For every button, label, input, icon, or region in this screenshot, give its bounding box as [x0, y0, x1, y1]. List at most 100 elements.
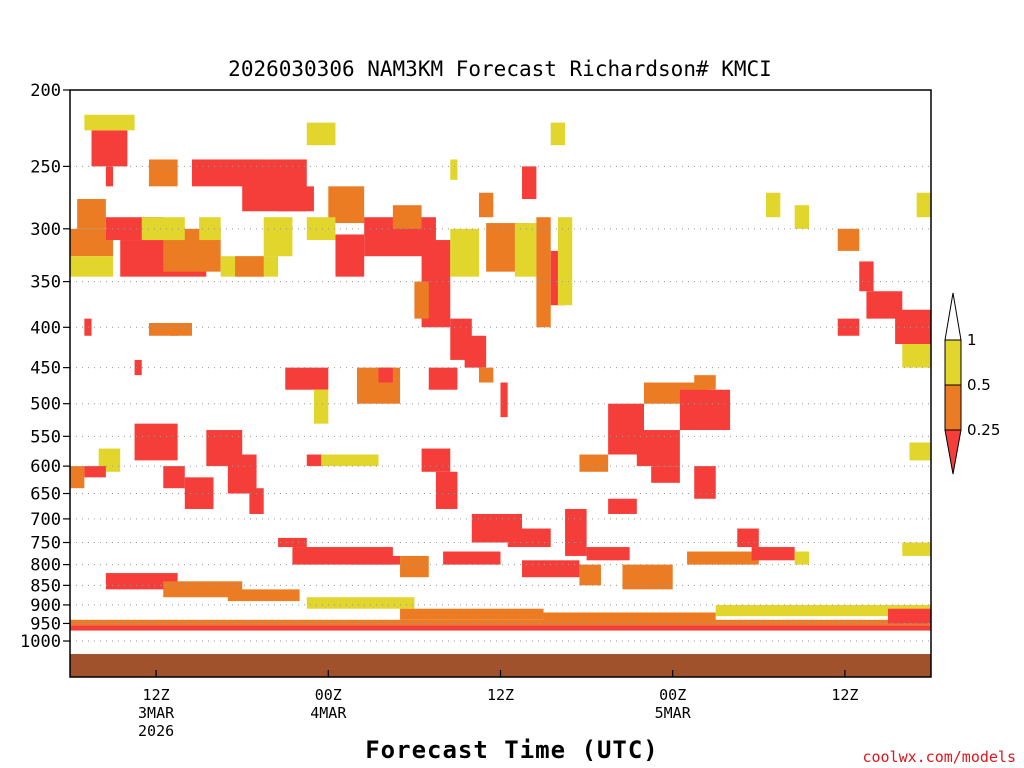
heatmap-cell	[679, 389, 731, 431]
heatmap-cell	[514, 223, 537, 277]
heatmap-cell	[70, 619, 931, 626]
heatmap-cell	[636, 430, 680, 467]
heatmap-cell	[278, 186, 314, 212]
heatmap-cell	[306, 597, 415, 609]
heatmap-cell	[414, 281, 429, 319]
heatmap-cell	[694, 466, 716, 499]
heatmap-cell	[557, 217, 573, 306]
x-tick-label: 12Z	[487, 686, 514, 704]
y-tick-label: 400	[30, 318, 61, 338]
heatmap-cell	[794, 205, 810, 229]
heatmap-cell	[909, 442, 931, 461]
heatmap-cell	[737, 528, 759, 548]
y-tick-label: 750	[30, 534, 61, 554]
heatmap-cells	[70, 114, 931, 631]
heatmap-cell	[98, 448, 121, 472]
heatmap-cell	[134, 423, 178, 461]
colorbar-label-0.25: 0.25	[967, 421, 1000, 439]
heatmap-cell	[536, 217, 551, 328]
y-tick-label: 550	[30, 427, 61, 447]
y-tick-label: 850	[30, 576, 61, 596]
heatmap-cell	[887, 608, 931, 624]
colorbar-top-arrow	[944, 292, 962, 341]
heatmap-cell	[134, 359, 142, 376]
heatmap-cell	[837, 318, 860, 336]
heatmap-cell	[328, 186, 365, 224]
heatmap-cell	[91, 130, 128, 167]
heatmap-cell	[227, 589, 300, 602]
heatmap-cell	[687, 551, 759, 565]
heatmap-cell	[70, 625, 931, 631]
heatmap-cell	[837, 228, 860, 251]
colorbar-label-1: 1	[967, 331, 977, 349]
colorbar-label-0.5: 0.5	[967, 376, 991, 394]
heatmap-cell	[163, 581, 243, 598]
heatmap-cell	[227, 454, 257, 494]
y-tick-label: 200	[30, 81, 61, 101]
below-ground-band	[70, 654, 931, 677]
heatmap-cell	[378, 367, 393, 383]
colorbar-bottom-arrow	[944, 429, 962, 475]
heatmap-cell	[622, 564, 673, 590]
y-tick-label: 600	[30, 457, 61, 477]
y-tick-label: 500	[30, 395, 61, 415]
colorbar-bin-0.25-0.5	[944, 384, 962, 431]
heatmap-cell	[70, 256, 114, 277]
heatmap-cell	[902, 542, 931, 556]
chart-title: 2026030306 NAM3KM Forecast Richardson# K…	[228, 57, 772, 81]
heatmap-cell	[902, 344, 931, 368]
heatmap-cell	[84, 318, 92, 336]
heatmap-cell	[285, 367, 329, 390]
heatmap-cell	[105, 573, 178, 590]
source-credit: coolwx.com/models	[862, 748, 1016, 766]
heatmap-cell	[859, 261, 874, 292]
heatmap-cell	[335, 234, 365, 277]
heatmap-cell	[306, 217, 336, 241]
heatmap-cell	[306, 454, 322, 467]
heatmap-cell	[349, 555, 401, 565]
x-tick-label: 5MAR	[655, 704, 692, 722]
heatmap-cell	[77, 199, 106, 229]
y-tick-label: 350	[30, 273, 61, 293]
x-tick-label: 00Z	[315, 686, 342, 704]
heatmap-cell	[751, 547, 795, 561]
heatmap-cell	[550, 122, 566, 146]
heatmap-cell	[579, 564, 601, 586]
y-tick-label: 300	[30, 220, 61, 240]
heatmap-cell	[400, 608, 544, 620]
heatmap-cell	[765, 192, 781, 218]
heatmap-cell	[70, 466, 85, 489]
y-tick-label: 250	[30, 157, 61, 177]
heatmap-cell	[543, 612, 716, 622]
x-tick-label: 4MAR	[310, 704, 347, 722]
heatmap-cell	[500, 382, 508, 418]
heatmap-cell	[392, 205, 422, 229]
heatmap-cell	[84, 114, 135, 131]
y-tick-label: 450	[30, 359, 61, 379]
heatmap-cell	[794, 551, 810, 565]
heatmap-cell	[170, 322, 192, 336]
heatmap-cell	[199, 217, 221, 241]
heatmap-cell	[105, 166, 114, 187]
y-tick-label: 900	[30, 596, 61, 616]
heatmap-cell	[84, 466, 106, 478]
heatmap-cell	[450, 159, 458, 180]
heatmap-cell	[608, 498, 637, 514]
x-tick-label: 00Z	[659, 686, 686, 704]
y-tick-label: 800	[30, 556, 61, 576]
heatmap-cell	[306, 122, 336, 146]
heatmap-cell	[421, 448, 451, 472]
heatmap-cell	[235, 256, 264, 277]
heatmap-cell	[651, 466, 680, 483]
heatmap-cell	[694, 375, 716, 390]
heatmap-cell	[586, 547, 630, 561]
x-tick-label: 12Z	[831, 686, 858, 704]
heatmap-cell	[148, 159, 178, 187]
heatmap-cell	[400, 555, 429, 578]
heatmap-cell	[450, 228, 479, 277]
x-tick-label: 3MAR	[138, 704, 175, 722]
y-tick-label: 650	[30, 485, 61, 505]
colorbar-bin-0.5-1	[944, 339, 962, 386]
